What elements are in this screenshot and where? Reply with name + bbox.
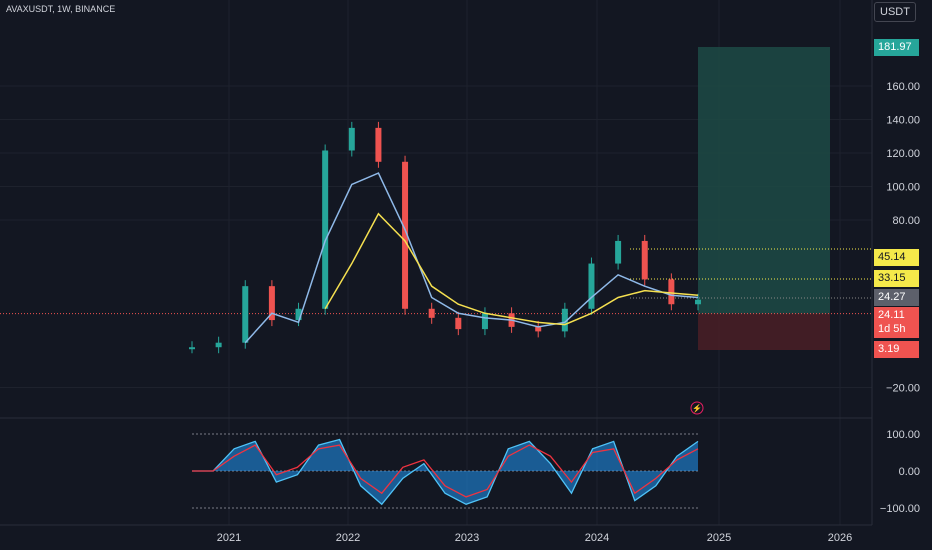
osc-signal-line [192,444,699,498]
price-tick-label: 100.00 [886,182,920,194]
symbol-title: AVAXUSDT, 1W, BINANCE [6,4,116,14]
price-tag-entry: 24.11 [874,307,919,324]
candle-body [668,279,675,305]
price-tag-stop: 3.19 [874,341,919,358]
price-tick-label: 160.00 [886,81,920,93]
candle-body [455,317,462,330]
time-tick-label: 2021 [217,532,241,544]
candle-body [215,342,222,348]
candle-body [428,308,435,318]
price-axis: 160.00 140.00 120.00 100.00 80.00 −20.00 [886,81,920,395]
candle-body [561,308,568,332]
osc-tick-label: −100.00 [880,503,920,515]
price-tag-target: 181.97 [874,39,919,56]
lightning-icon [690,401,704,415]
time-tick-label: 2024 [585,532,609,544]
candle-body [402,161,409,309]
price-tag-last: 24.27 [874,289,919,306]
candle-body [295,308,302,321]
stop-zone [698,313,830,350]
candle-body [535,326,542,332]
candle-body [615,240,622,264]
price-tag-level-mid: 33.15 [874,270,919,287]
candle-body [481,313,488,330]
ma-fast-line [244,172,699,344]
candles [189,121,701,354]
time-tick-label: 2023 [455,532,479,544]
price-tick-label: −20.00 [886,383,920,395]
candle-body [695,299,701,305]
target-zone [698,47,830,314]
price-tick-label: 80.00 [892,215,920,227]
oscillator-pane: 100.00 0.00 −100.00 [192,429,920,515]
candle-body [375,127,382,162]
price-tag-level-high: 45.14 [874,249,919,266]
candle-body [348,127,355,151]
position-zones [0,47,872,350]
price-tick-label: 120.00 [886,148,920,160]
price-tick-label: 140.00 [886,115,920,127]
osc-tick-label: 0.00 [899,466,920,478]
candle-body [641,240,648,280]
candle-body [189,347,195,350]
ma-slow-line [324,212,699,326]
moving-averages [244,172,699,344]
time-tick-label: 2026 [828,532,852,544]
candle-body [242,286,249,343]
currency-button[interactable]: USDT [874,2,916,22]
candle-body [588,263,595,309]
osc-area [192,439,698,505]
price-tag-countdown: 1d 5h [874,321,919,338]
osc-tick-label: 100.00 [886,429,920,441]
osc-main-line [192,438,699,506]
candle-body [322,150,329,309]
time-tick-label: 2022 [336,532,360,544]
time-axis: 2021 2022 2023 2024 2025 2026 [217,532,852,544]
time-tick-label: 2025 [707,532,731,544]
lightning-glyph: ⚡ [692,403,702,413]
candle-body [268,286,275,321]
